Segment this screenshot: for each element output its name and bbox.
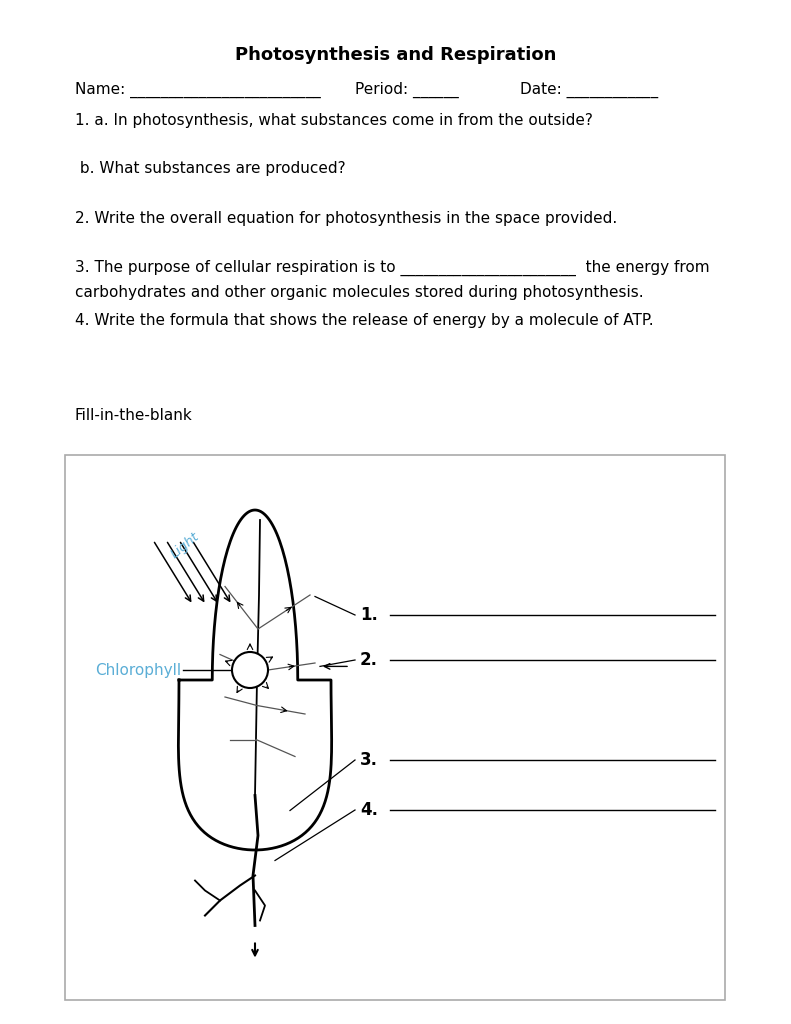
Text: Light: Light [168,529,202,560]
Bar [65,455,725,1000]
Text: 3. The purpose of cellular respiration is to _______________________  the energy: 3. The purpose of cellular respiration i… [75,260,710,276]
Text: 2.: 2. [360,651,378,669]
Text: Photosynthesis and Respiration: Photosynthesis and Respiration [235,46,556,63]
Text: Chlorophyll: Chlorophyll [95,663,181,678]
Text: 4.: 4. [360,801,378,819]
Text: 1. a. In photosynthesis, what substances come in from the outside?: 1. a. In photosynthesis, what substances… [75,113,593,128]
Text: 1.: 1. [360,606,378,624]
Text: Period: ______: Period: ______ [355,82,459,98]
Text: Fill-in-the-blank: Fill-in-the-blank [75,408,193,423]
Text: Date: ____________: Date: ____________ [520,82,658,98]
Circle shape [232,652,268,688]
Text: 2. Write the overall equation for photosynthesis in the space provided.: 2. Write the overall equation for photos… [75,211,617,225]
Text: b. What substances are produced?: b. What substances are produced? [75,161,346,175]
Polygon shape [178,510,331,850]
Text: carbohydrates and other organic molecules stored during photosynthesis.: carbohydrates and other organic molecule… [75,285,644,299]
Text: 3.: 3. [360,751,378,769]
Text: 4. Write the formula that shows the release of energy by a molecule of ATP.: 4. Write the formula that shows the rele… [75,312,653,328]
Text: Name: _________________________: Name: _________________________ [75,82,320,98]
